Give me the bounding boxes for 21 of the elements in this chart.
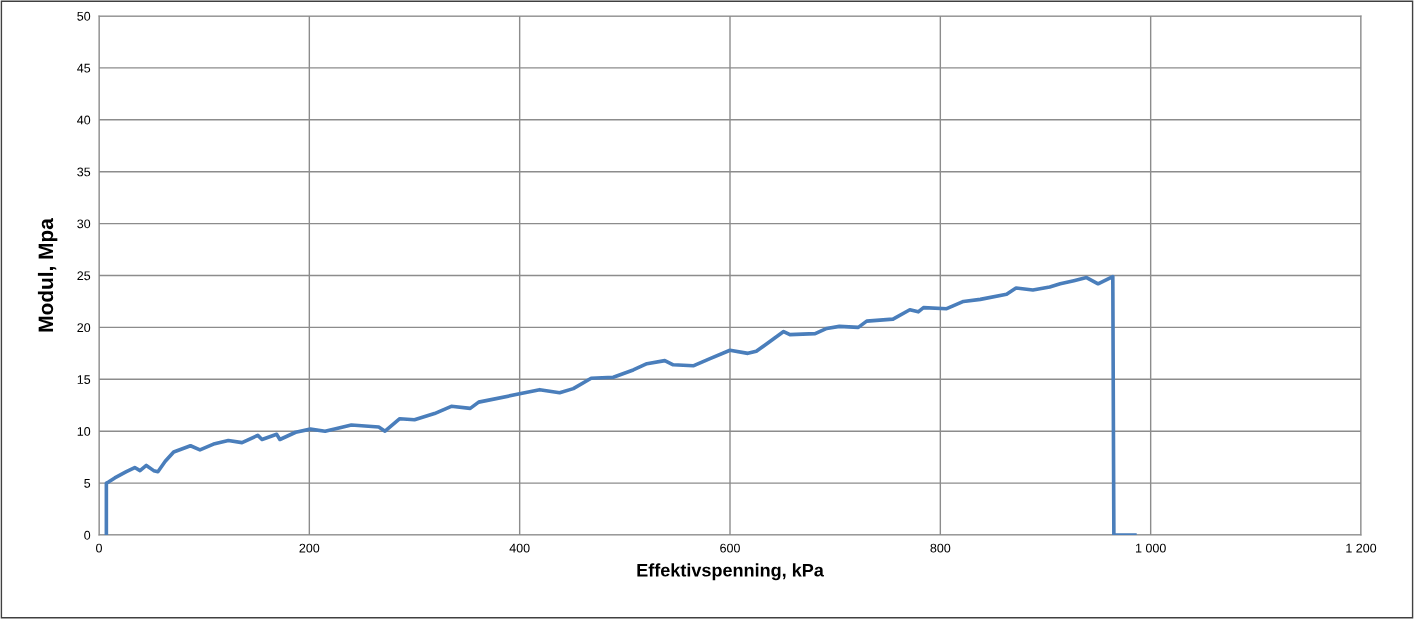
- y-tick-label: 45: [77, 63, 91, 73]
- x-tick-label: 800: [930, 543, 951, 553]
- y-tick-label: 15: [77, 375, 91, 384]
- y-tick-label: 50: [77, 11, 91, 21]
- x-tick-label: 400: [509, 543, 530, 553]
- y-tick-label: 20: [77, 323, 91, 333]
- x-axis-title: Effektivspenning, kPa: [637, 563, 824, 581]
- line-series: [104, 274, 1137, 535]
- x-tick-label: 1 000: [1135, 543, 1166, 553]
- x-tick-label: 0: [96, 543, 102, 553]
- y-tick-label: 25: [77, 271, 91, 281]
- y-tick-label: 30: [77, 219, 91, 229]
- y-tick-label: 0: [84, 530, 91, 540]
- y-tick-label: 35: [77, 167, 91, 177]
- y-tick-label: 5: [84, 479, 91, 488]
- y-tick-label: 40: [77, 115, 91, 125]
- y-axis-title: Modul, Mpa: [37, 218, 58, 332]
- x-tick-label: 600: [720, 543, 740, 553]
- y-tick-label: 10: [77, 427, 91, 436]
- x-tick-label: 200: [299, 543, 320, 553]
- x-tick-label: 1 200: [1346, 543, 1377, 553]
